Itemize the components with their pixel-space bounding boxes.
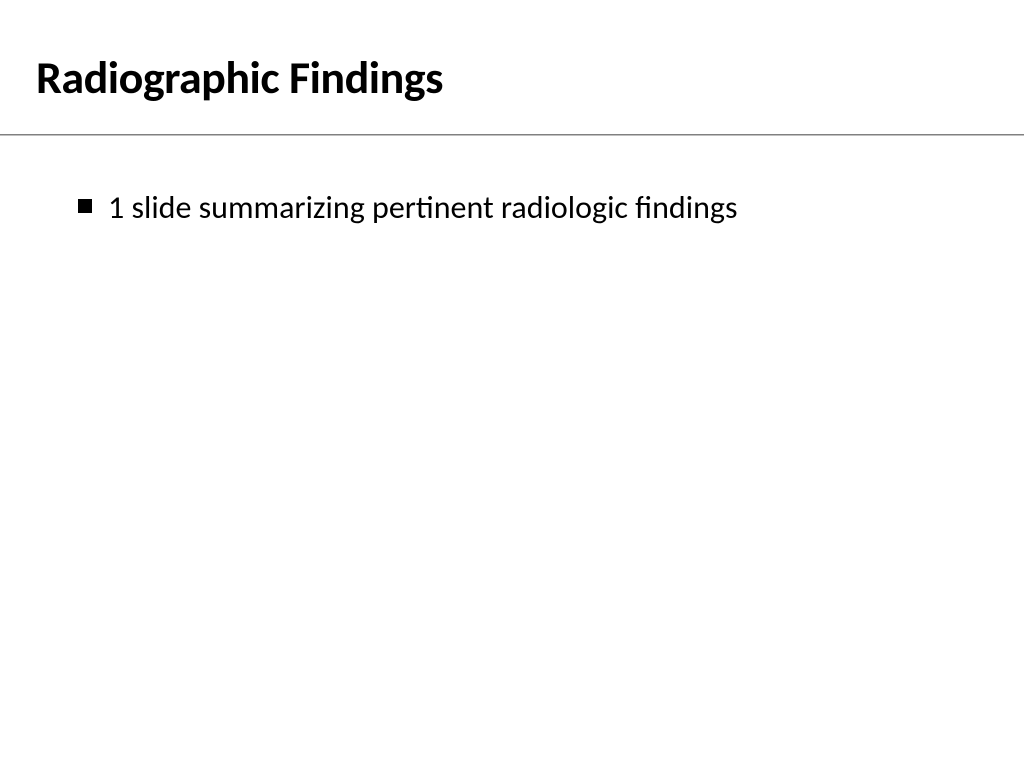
content-area: 1 slide summarizing pertinent radiologic… (0, 136, 1024, 229)
list-item: 1 slide summarizing pertinent radiologic… (78, 186, 944, 229)
bullet-list: 1 slide summarizing pertinent radiologic… (78, 186, 944, 229)
slide-container: Radiographic Findings 1 slide summarizin… (0, 0, 1024, 768)
bullet-square-icon (78, 199, 92, 213)
bullet-text: 1 slide summarizing pertinent radiologic… (108, 188, 737, 227)
title-area: Radiographic Findings (0, 0, 1024, 126)
slide-title: Radiographic Findings (36, 50, 988, 106)
